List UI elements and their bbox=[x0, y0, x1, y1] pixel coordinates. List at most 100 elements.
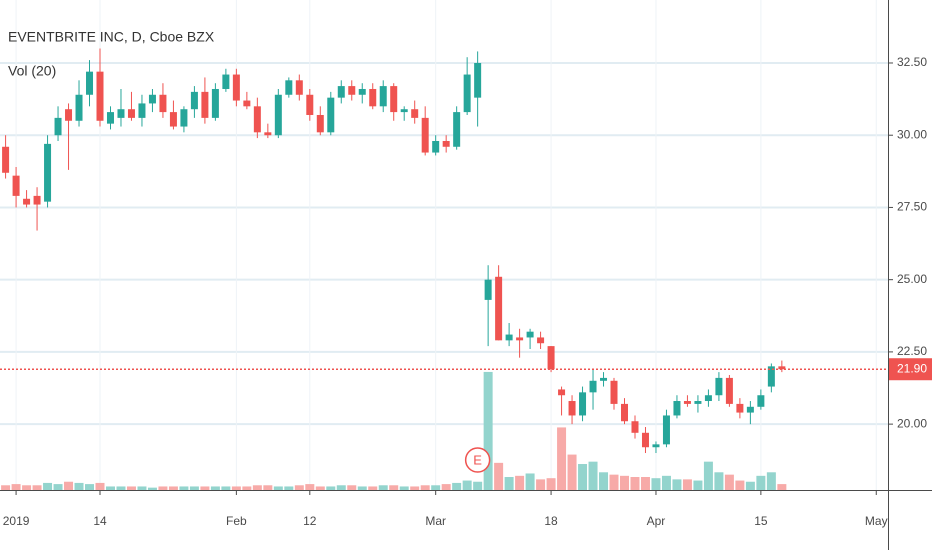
volume-bar bbox=[95, 482, 105, 490]
volume-bar bbox=[410, 486, 420, 490]
volume-bar bbox=[252, 485, 262, 490]
volume-bar bbox=[399, 486, 409, 490]
candle-body bbox=[725, 377, 733, 404]
volume-bar bbox=[672, 479, 682, 490]
volume-bar bbox=[420, 485, 430, 490]
x-tick-label: 14 bbox=[93, 514, 107, 528]
candle-body bbox=[337, 86, 345, 98]
candle-body bbox=[327, 97, 335, 133]
candle-body bbox=[54, 117, 62, 136]
candle-body bbox=[621, 403, 628, 422]
candle-body bbox=[44, 143, 52, 202]
candle-body bbox=[495, 276, 503, 341]
volume-bar bbox=[703, 461, 713, 490]
candle-body bbox=[746, 406, 754, 413]
volume-bar bbox=[85, 484, 95, 490]
x-tick-label: Apr bbox=[647, 514, 666, 528]
candle-body bbox=[652, 444, 660, 448]
volume-bar bbox=[504, 477, 514, 490]
volume-bar bbox=[221, 486, 231, 490]
volume-bar bbox=[567, 454, 577, 490]
volume-bar bbox=[714, 472, 724, 490]
candle-body bbox=[75, 94, 83, 121]
candle-body bbox=[694, 401, 702, 404]
volume-bar bbox=[11, 484, 21, 490]
volume-bar bbox=[64, 481, 74, 490]
volume-bar bbox=[368, 486, 378, 490]
volume-bar bbox=[735, 480, 745, 490]
event-marker bbox=[464, 447, 491, 473]
candle-body bbox=[358, 88, 366, 95]
volume-bar bbox=[273, 486, 283, 490]
volume-bar bbox=[682, 479, 692, 490]
candle-body bbox=[558, 389, 566, 396]
candle-body bbox=[33, 195, 41, 205]
candle-body bbox=[390, 86, 398, 113]
candle-body bbox=[12, 175, 20, 196]
candle-body bbox=[484, 279, 492, 300]
candle-body bbox=[2, 146, 10, 173]
candle-body bbox=[600, 377, 608, 381]
volume-bar bbox=[588, 461, 598, 490]
candle-body bbox=[411, 109, 419, 118]
x-tick-label: 12 bbox=[303, 514, 317, 528]
volume-bar bbox=[462, 480, 472, 490]
volume-bar bbox=[284, 486, 294, 490]
candle-body bbox=[579, 392, 587, 416]
candle-body bbox=[96, 71, 104, 121]
candle-body bbox=[190, 91, 198, 110]
candle-body bbox=[432, 140, 440, 153]
candle-body bbox=[715, 377, 723, 396]
candle-body bbox=[453, 112, 461, 147]
candle-body bbox=[463, 74, 471, 113]
candle-body bbox=[201, 91, 209, 118]
volume-bar bbox=[515, 475, 525, 490]
volume-bar bbox=[441, 484, 451, 490]
y-tick-label: 20.00 bbox=[897, 416, 927, 430]
candle-body bbox=[537, 337, 545, 344]
candle-body bbox=[757, 395, 765, 407]
volume-bar bbox=[640, 477, 650, 490]
volume-bar bbox=[347, 485, 357, 490]
candle-body bbox=[117, 109, 125, 118]
volume-bar bbox=[357, 486, 367, 490]
volume-bar bbox=[22, 485, 32, 490]
volume-bar bbox=[147, 487, 157, 490]
candle-body bbox=[474, 62, 482, 98]
candle-body bbox=[285, 80, 293, 95]
candle-body bbox=[232, 74, 240, 101]
candle-body bbox=[274, 94, 282, 136]
candle-body bbox=[631, 421, 639, 433]
plot-area: E bbox=[0, 48, 888, 490]
volume-bar bbox=[105, 486, 115, 490]
x-tick-label: Mar bbox=[425, 514, 446, 528]
volume-bar bbox=[126, 486, 136, 490]
candle-body bbox=[736, 403, 744, 413]
volume-bar bbox=[756, 475, 766, 490]
event-marker-label: E bbox=[473, 452, 482, 467]
y-tick-label: 25.00 bbox=[897, 272, 927, 286]
candle-body bbox=[23, 198, 31, 205]
volume-bar bbox=[179, 486, 189, 490]
volume-bar bbox=[210, 486, 220, 490]
candle-body bbox=[673, 401, 681, 416]
volume-bar bbox=[137, 486, 147, 490]
candle-body bbox=[516, 337, 524, 341]
candle-body bbox=[264, 132, 272, 136]
candle-body bbox=[683, 401, 691, 404]
volume-bar bbox=[536, 479, 546, 490]
volume-bar bbox=[620, 475, 629, 490]
candle-body bbox=[348, 86, 356, 95]
y-tick-label: 27.50 bbox=[897, 200, 927, 214]
candle-body bbox=[589, 380, 597, 393]
candle-body bbox=[243, 100, 251, 107]
volume-bar bbox=[326, 486, 336, 490]
x-tick-label: May bbox=[865, 514, 888, 528]
volume-bar bbox=[200, 486, 210, 490]
candle-body bbox=[306, 94, 314, 115]
candle-body bbox=[65, 109, 73, 121]
x-tick-label: 2019 bbox=[3, 514, 30, 528]
axes: 20.00 22.50 25.00 27.50 30.00 32.50 2019 14 Feb 1… bbox=[3, 55, 932, 528]
